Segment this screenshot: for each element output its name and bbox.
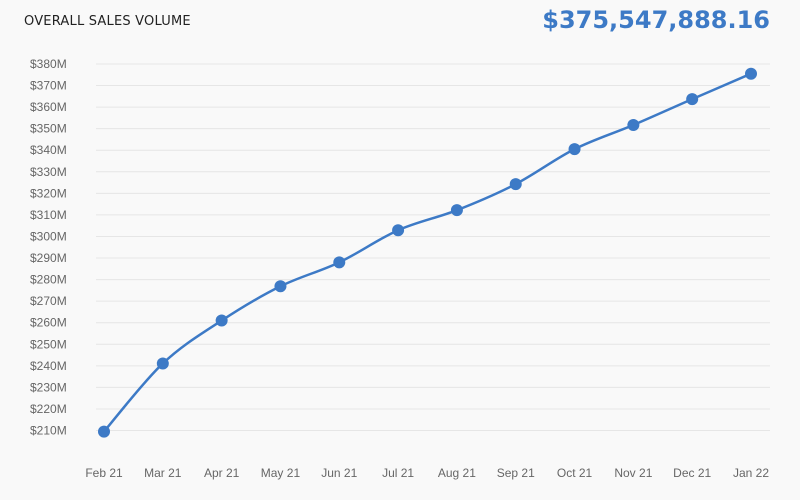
y-tick-label: $320M — [30, 186, 67, 200]
x-tick-label: Nov 21 — [614, 466, 652, 480]
x-tick-label: Aug 21 — [438, 466, 476, 480]
y-tick-label: $250M — [30, 337, 67, 351]
y-tick-label: $380M — [30, 57, 67, 71]
y-tick-label: $310M — [30, 208, 67, 222]
y-tick-label: $260M — [30, 316, 67, 330]
y-tick-label: $240M — [30, 359, 67, 373]
y-tick-label: $350M — [30, 122, 67, 136]
data-point — [274, 280, 287, 293]
y-tick-label: $220M — [30, 402, 67, 416]
y-tick-label: $360M — [30, 100, 67, 114]
y-tick-label: $270M — [30, 294, 67, 308]
x-tick-label: Feb 21 — [85, 466, 123, 480]
x-tick-label: Apr 21 — [204, 466, 240, 480]
data-point — [686, 93, 699, 106]
x-tick-label: May 21 — [261, 466, 301, 480]
data-point — [156, 357, 169, 370]
data-point — [568, 143, 581, 156]
data-point — [333, 256, 346, 269]
data-point — [450, 204, 463, 217]
y-tick-label: $330M — [30, 165, 67, 179]
x-tick-label: Sep 21 — [497, 466, 535, 480]
data-point — [215, 314, 228, 327]
y-tick-label: $280M — [30, 273, 67, 287]
x-tick-label: Dec 21 — [673, 466, 711, 480]
chart-title: OVERALL SALES VOLUME — [24, 14, 191, 29]
x-tick-label: Jan 22 — [733, 466, 769, 480]
data-point — [98, 425, 110, 438]
y-tick-label: $290M — [30, 251, 67, 265]
x-tick-label: Jul 21 — [382, 466, 414, 480]
data-point — [745, 67, 757, 80]
data-point — [627, 119, 640, 132]
x-tick-label: Mar 21 — [144, 466, 182, 480]
y-tick-label: $230M — [30, 380, 67, 394]
data-point — [509, 178, 522, 191]
x-tick-label: Oct 21 — [557, 466, 593, 480]
y-tick-label: $210M — [30, 424, 67, 438]
y-tick-label: $370M — [30, 79, 67, 93]
data-point — [392, 224, 405, 237]
y-tick-label: $300M — [30, 229, 67, 243]
y-tick-label: $340M — [30, 143, 67, 157]
total-sales-value: $375,547,888.16 — [542, 6, 770, 34]
x-tick-label: Jun 21 — [321, 466, 357, 480]
sales-series-line — [103, 72, 752, 433]
